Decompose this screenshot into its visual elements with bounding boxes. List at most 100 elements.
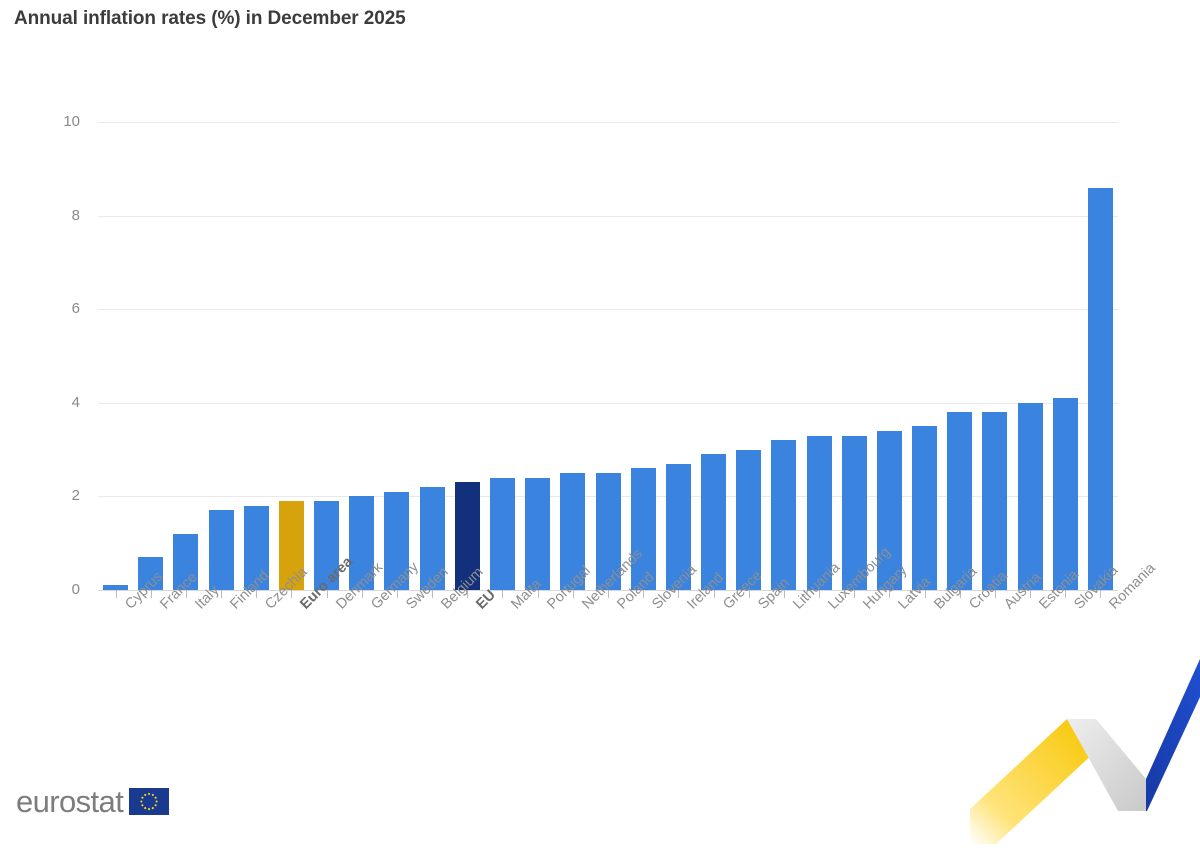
- x-axis-tick: [994, 590, 996, 598]
- x-axis-label-ireland: Ireland: [684, 569, 728, 613]
- bar-czechia[interactable]: [243, 505, 269, 590]
- x-axis-label-cyprus: Cyprus: [122, 569, 166, 613]
- eu-flag-icon: [129, 788, 170, 815]
- bar-italy[interactable]: [173, 533, 199, 590]
- bar-estonia[interactable]: [1017, 402, 1043, 590]
- x-axis-tick: [326, 590, 328, 598]
- x-axis-label-austria: Austria: [1001, 569, 1044, 612]
- bar-lithuania[interactable]: [771, 440, 797, 590]
- x-axis-label-hungary: Hungary: [860, 563, 910, 613]
- gridline: [98, 215, 1118, 217]
- x-axis-tick: [467, 590, 469, 598]
- x-axis-tick: [889, 590, 891, 598]
- x-axis-tick: [1065, 590, 1067, 598]
- x-axis-tick: [924, 590, 926, 598]
- x-axis-tick: [115, 590, 117, 598]
- x-axis-tick: [678, 590, 680, 598]
- x-axis-label-france: France: [157, 569, 200, 612]
- y-axis-tick-label: 10: [63, 113, 80, 130]
- bar-slovakia[interactable]: [1052, 398, 1078, 590]
- x-axis-label-netherlands: Netherlands: [579, 546, 646, 613]
- bars-layer: [98, 0, 1118, 844]
- x-axis-tick: [537, 590, 539, 598]
- x-axis-label-czechia: Czechia: [263, 564, 311, 612]
- bar-malta[interactable]: [489, 477, 515, 590]
- x-axis-tick: [185, 590, 187, 598]
- bar-finland[interactable]: [208, 510, 234, 590]
- x-axis-label-slovenia: Slovenia: [649, 562, 700, 613]
- x-axis-label-poland: Poland: [614, 569, 657, 612]
- bar-latvia[interactable]: [876, 430, 902, 590]
- x-axis-label-denmark: Denmark: [333, 560, 386, 613]
- bar-austria[interactable]: [982, 412, 1008, 590]
- x-axis-label-portugal: Portugal: [544, 563, 594, 613]
- bar-denmark[interactable]: [314, 501, 340, 590]
- eurostat-logo: eurostat: [16, 786, 170, 817]
- bar-euro-area[interactable]: [278, 501, 304, 590]
- y-axis-tick-label: 0: [71, 581, 80, 598]
- bar-slovenia[interactable]: [630, 468, 656, 590]
- x-axis-tick: [256, 590, 258, 598]
- x-axis-tick: [959, 590, 961, 598]
- x-axis-label-spain: Spain: [754, 575, 793, 613]
- x-axis-label-romania: Romania: [1106, 560, 1160, 613]
- x-axis-label-germany: Germany: [368, 559, 421, 612]
- bar-romania[interactable]: [1087, 187, 1113, 590]
- x-axis-ticks: [98, 590, 1118, 602]
- bar-france[interactable]: [138, 557, 164, 590]
- x-axis-tick: [783, 590, 785, 598]
- y-axis-tick-label: 2: [71, 487, 80, 505]
- x-axis-tick: [502, 590, 504, 598]
- bar-croatia[interactable]: [947, 412, 973, 590]
- x-axis-tick: [1100, 590, 1102, 598]
- x-axis-tick: [608, 590, 609, 598]
- x-axis-tick: [854, 590, 856, 598]
- bar-bulgaria[interactable]: [912, 426, 938, 590]
- bar-poland[interactable]: [595, 473, 621, 590]
- gridline: [98, 122, 1118, 123]
- page-title: Annual inflation rates (%) in December 2…: [14, 8, 406, 29]
- y-axis-tick-label: 4: [71, 393, 80, 411]
- x-axis-label-slovakia: Slovakia: [1072, 563, 1122, 613]
- eu-stars-icon: [140, 792, 158, 811]
- x-axis-label-belgium: Belgium: [438, 564, 486, 612]
- y-axis-tick-label: 8: [71, 206, 80, 224]
- x-axis-label-malta: Malta: [508, 576, 546, 613]
- bar-cyprus[interactable]: [103, 585, 129, 590]
- x-axis-labels: CyprusFranceItalyFinlandCzechiaEuro area…: [98, 544, 1160, 712]
- bar-sweden[interactable]: [384, 491, 410, 590]
- x-axis-label-croatia: Croatia: [966, 568, 1010, 612]
- gridline: [98, 402, 1118, 404]
- x-axis-label-latvia: Latvia: [895, 573, 935, 613]
- x-axis-label-sweden: Sweden: [403, 564, 451, 612]
- x-axis-label-luxembourg: Luxembourg: [825, 544, 893, 612]
- x-axis-tick: [819, 590, 821, 598]
- x-axis-label-eu: EU: [473, 587, 500, 613]
- x-axis-tick: [572, 590, 574, 598]
- bar-greece[interactable]: [701, 454, 727, 590]
- bar-germany[interactable]: [349, 496, 375, 590]
- x-axis-tick: [748, 590, 750, 598]
- x-axis-tick: [713, 590, 715, 598]
- bar-spain[interactable]: [736, 449, 762, 590]
- x-axis-tick: [291, 590, 293, 598]
- bar-portugal[interactable]: [525, 477, 551, 590]
- bar-hungary[interactable]: [841, 435, 867, 590]
- bar-eu[interactable]: [454, 482, 480, 590]
- bar-luxembourg[interactable]: [806, 435, 832, 590]
- x-axis-label-greece: Greece: [720, 568, 765, 613]
- x-axis-tick: [361, 590, 363, 598]
- x-axis-label-italy: Italy: [192, 582, 223, 613]
- x-axis-tick: [643, 590, 645, 598]
- bar-belgium[interactable]: [419, 487, 445, 590]
- x-axis-tick: [396, 590, 398, 598]
- x-axis-label-finland: Finland: [227, 568, 272, 613]
- x-axis-label-euro-area: Euro area: [297, 553, 357, 613]
- bar-ireland[interactable]: [665, 463, 691, 590]
- x-axis-label-bulgaria: Bulgaria: [931, 564, 980, 613]
- x-axis-tick: [432, 590, 434, 598]
- x-axis-tick: [221, 590, 223, 598]
- x-axis-label-estonia: Estonia: [1036, 567, 1082, 613]
- bar-netherlands[interactable]: [560, 473, 586, 590]
